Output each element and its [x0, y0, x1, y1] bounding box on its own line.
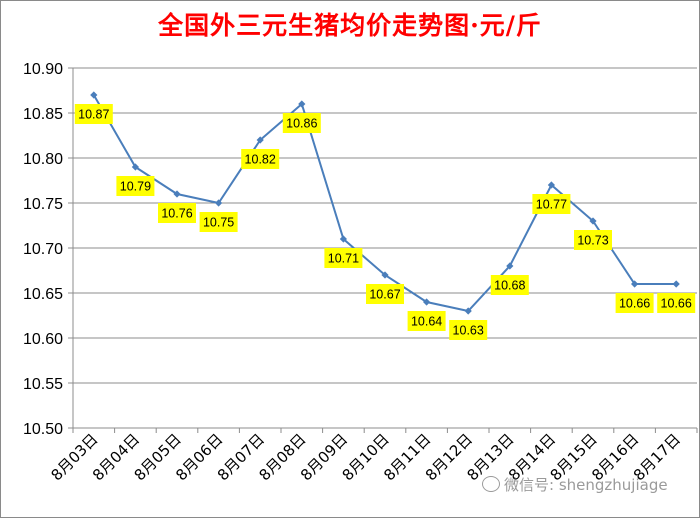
data-label-box [282, 113, 321, 133]
y-tick-label: 10.80 [23, 151, 63, 168]
y-tick-label: 10.90 [23, 61, 63, 78]
y-tick-label: 10.50 [23, 421, 63, 438]
data-label-box [574, 230, 612, 250]
data-point [547, 181, 555, 189]
data-point [131, 163, 139, 171]
data-label: 10.68 [494, 279, 525, 293]
data-point [672, 280, 680, 288]
data-point [464, 307, 472, 315]
data-label-box [490, 275, 529, 295]
data-point [589, 217, 597, 225]
y-tick-label: 10.75 [23, 196, 63, 213]
data-label: 10.63 [453, 324, 484, 338]
y-tick-label: 10.55 [23, 376, 63, 393]
data-label-box [74, 104, 113, 124]
y-tick-label: 10.85 [23, 106, 63, 123]
data-label-box [407, 311, 446, 331]
data-label: 10.64 [411, 315, 442, 329]
data-label: 10.66 [619, 297, 650, 311]
chart-title: 全国外三元生猪均价走势图·元/斤 [158, 11, 542, 40]
y-tick-label: 10.70 [23, 241, 63, 258]
data-point [506, 262, 514, 270]
data-label: 10.82 [245, 153, 276, 167]
data-label-box [532, 194, 571, 214]
data-label: 10.71 [328, 252, 359, 266]
data-point [256, 136, 264, 144]
data-label-box [366, 284, 404, 304]
data-label-box [116, 176, 155, 196]
y-tick-label: 10.65 [23, 286, 63, 303]
data-label: 10.73 [577, 234, 608, 248]
data-label-box [615, 293, 654, 313]
data-point [215, 199, 223, 207]
data-label-box [449, 320, 488, 340]
data-label-box [657, 293, 696, 313]
data-label-box [158, 203, 196, 223]
data-point [423, 298, 431, 306]
data-point [298, 100, 306, 108]
data-point [339, 235, 347, 243]
wechat-icon [482, 476, 500, 492]
watermark: 微信号: shengzhujiage [482, 474, 668, 495]
data-point [631, 280, 639, 288]
data-label: 10.67 [369, 288, 400, 302]
watermark-text: 微信号: shengzhujiage [504, 476, 668, 494]
data-label: 10.86 [286, 117, 317, 131]
data-label: 10.75 [203, 216, 234, 230]
data-label: 10.77 [536, 198, 567, 212]
data-point [381, 271, 389, 279]
data-label: 10.79 [120, 180, 151, 194]
data-label: 10.87 [78, 108, 109, 122]
y-tick-label: 10.60 [23, 331, 63, 348]
data-label: 10.76 [161, 207, 192, 221]
data-label-box [241, 149, 280, 169]
data-point [173, 190, 181, 198]
data-point [90, 91, 98, 99]
data-label: 10.66 [661, 297, 692, 311]
data-label-box [199, 212, 238, 232]
data-label-box [324, 248, 363, 268]
